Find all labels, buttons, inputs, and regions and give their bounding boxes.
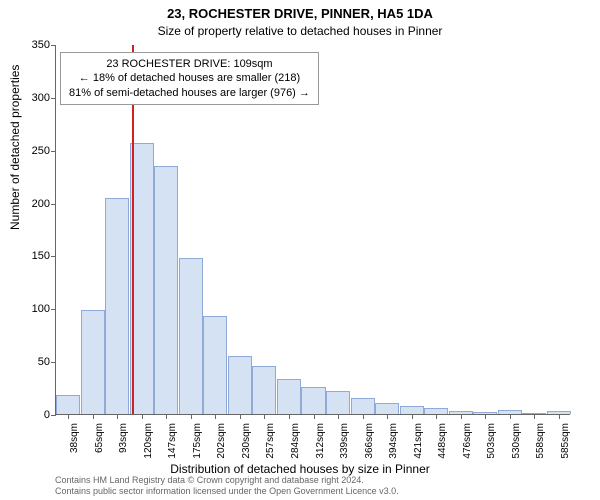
x-tick-mark xyxy=(510,414,511,419)
bar xyxy=(154,166,178,414)
bar xyxy=(351,398,375,414)
x-tick-mark xyxy=(289,414,290,419)
x-tick-mark xyxy=(264,414,265,419)
bar xyxy=(277,379,301,414)
y-tick-label: 200 xyxy=(20,198,50,210)
y-tick-label: 0 xyxy=(20,409,50,421)
x-tick-mark xyxy=(240,414,241,419)
footer-attribution: Contains HM Land Registry data © Crown c… xyxy=(55,475,399,498)
bar xyxy=(228,356,252,414)
bar xyxy=(105,198,129,414)
x-tick-mark xyxy=(215,414,216,419)
x-tick-label: 93sqm xyxy=(118,423,129,463)
x-tick-mark xyxy=(338,414,339,419)
chart-title-sub: Size of property relative to detached ho… xyxy=(0,24,600,38)
info-box-line2: ← 18% of detached houses are smaller (21… xyxy=(69,71,310,85)
x-tick-label: 230sqm xyxy=(241,423,252,463)
x-tick-label: 585sqm xyxy=(560,423,571,463)
footer-line1: Contains HM Land Registry data © Crown c… xyxy=(55,475,399,487)
x-tick-label: 503sqm xyxy=(486,423,497,463)
bar xyxy=(56,395,80,414)
y-tick-label: 100 xyxy=(20,303,50,315)
y-tick-mark xyxy=(51,151,56,152)
bar xyxy=(375,403,399,414)
x-tick-mark xyxy=(436,414,437,419)
x-tick-label: 558sqm xyxy=(535,423,546,463)
y-tick-label: 50 xyxy=(20,356,50,368)
x-tick-mark xyxy=(485,414,486,419)
x-tick-label: 339sqm xyxy=(339,423,350,463)
x-tick-mark xyxy=(314,414,315,419)
x-tick-label: 394sqm xyxy=(388,423,399,463)
x-tick-label: 312sqm xyxy=(315,423,326,463)
y-tick-mark xyxy=(51,204,56,205)
x-tick-mark xyxy=(166,414,167,419)
x-tick-mark xyxy=(387,414,388,419)
bar xyxy=(252,366,276,414)
y-tick-mark xyxy=(51,256,56,257)
x-tick-label: 284sqm xyxy=(290,423,301,463)
y-tick-mark xyxy=(51,362,56,363)
y-tick-mark xyxy=(51,45,56,46)
x-tick-label: 421sqm xyxy=(413,423,424,463)
x-tick-label: 530sqm xyxy=(511,423,522,463)
x-tick-label: 448sqm xyxy=(437,423,448,463)
bar xyxy=(301,387,325,414)
x-tick-mark xyxy=(142,414,143,419)
x-tick-mark xyxy=(68,414,69,419)
x-tick-label: 175sqm xyxy=(192,423,203,463)
x-tick-mark xyxy=(117,414,118,419)
y-tick-mark xyxy=(51,309,56,310)
x-tick-mark xyxy=(412,414,413,419)
footer-line2: Contains public sector information licen… xyxy=(55,486,399,498)
bar xyxy=(203,316,227,414)
bar xyxy=(400,406,424,414)
x-tick-mark xyxy=(93,414,94,419)
x-tick-mark xyxy=(191,414,192,419)
x-tick-mark xyxy=(559,414,560,419)
y-tick-label: 350 xyxy=(20,39,50,51)
bar xyxy=(326,391,350,414)
bar xyxy=(179,258,203,414)
bar xyxy=(81,310,105,414)
x-tick-label: 147sqm xyxy=(167,423,178,463)
x-tick-label: 120sqm xyxy=(143,423,154,463)
y-tick-label: 250 xyxy=(20,145,50,157)
chart-title-main: 23, ROCHESTER DRIVE, PINNER, HA5 1DA xyxy=(0,6,600,21)
x-tick-label: 476sqm xyxy=(462,423,473,463)
info-box: 23 ROCHESTER DRIVE: 109sqm← 18% of detac… xyxy=(60,52,319,105)
x-tick-mark xyxy=(461,414,462,419)
y-tick-label: 300 xyxy=(20,92,50,104)
info-box-line1: 23 ROCHESTER DRIVE: 109sqm xyxy=(69,57,310,71)
x-tick-label: 257sqm xyxy=(265,423,276,463)
y-tick-mark xyxy=(51,415,56,416)
x-tick-label: 38sqm xyxy=(69,423,80,463)
x-tick-label: 202sqm xyxy=(216,423,227,463)
x-tick-mark xyxy=(363,414,364,419)
y-tick-mark xyxy=(51,98,56,99)
x-tick-mark xyxy=(534,414,535,419)
y-tick-label: 150 xyxy=(20,250,50,262)
x-tick-label: 366sqm xyxy=(364,423,375,463)
x-tick-label: 65sqm xyxy=(94,423,105,463)
info-box-line3: 81% of semi-detached houses are larger (… xyxy=(69,86,310,100)
